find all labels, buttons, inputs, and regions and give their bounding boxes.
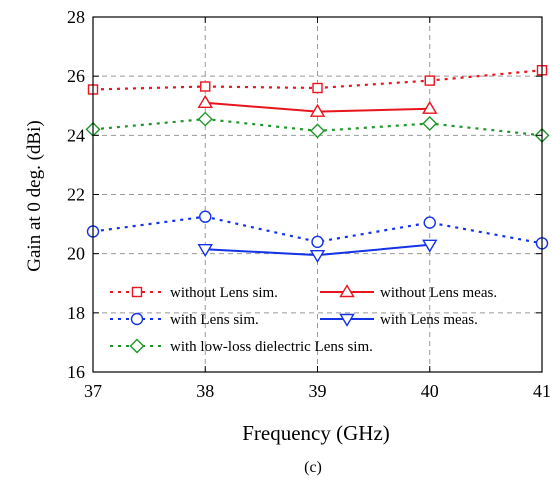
- x-tick-label: 41: [533, 381, 551, 401]
- y-tick-label: 22: [67, 185, 85, 205]
- square-marker: [424, 75, 435, 86]
- legend: without Lens sim. without Lens meas. with …: [110, 284, 497, 355]
- series-3: [86, 210, 549, 250]
- square-marker: [200, 81, 211, 92]
- series-layer: [85, 65, 550, 264]
- diamond-marker: [129, 338, 145, 354]
- square-marker: [312, 82, 323, 94]
- x-tick-label: 37: [84, 381, 102, 401]
- y-tick-label: 28: [67, 7, 85, 27]
- series-2: [197, 94, 438, 117]
- y-tick-label: 16: [67, 362, 85, 382]
- triangle-down-marker: [197, 244, 213, 258]
- y-axis-label: Gain at 0 deg. (dBi): [24, 120, 45, 271]
- triangle-up-marker: [422, 100, 438, 114]
- triangle-down-marker: [309, 249, 326, 264]
- legend-entry: with Lens sim.: [110, 312, 259, 328]
- y-tick-label: 26: [67, 66, 85, 86]
- triangle-down-marker: [339, 313, 355, 327]
- series-4: [197, 239, 438, 264]
- triangle-up-marker: [339, 284, 355, 298]
- diamond-marker: [310, 123, 325, 139]
- figure-caption: (c): [304, 459, 322, 476]
- legend-label: with Lens meas.: [380, 312, 478, 328]
- y-tick-label: 20: [67, 244, 85, 264]
- circle-marker: [423, 216, 436, 229]
- triangle-up-marker: [197, 94, 213, 108]
- circle-marker: [311, 235, 324, 249]
- x-axis-label: Frequency (GHz): [242, 421, 390, 445]
- square-marker: [131, 286, 143, 298]
- x-tick-label: 40: [421, 381, 439, 401]
- y-tick-label: 24: [67, 125, 85, 145]
- legend-entry: with low-loss dielectric Lens sim.: [110, 338, 373, 355]
- axis-ticks: 37 38 39 40 41 16 18 20 22 24 26 28: [67, 7, 551, 401]
- legend-label: with low-loss dielectric Lens sim.: [170, 339, 373, 355]
- circle-marker: [199, 210, 212, 223]
- triangle-down-marker: [422, 239, 438, 253]
- legend-label: without Lens meas.: [380, 285, 497, 301]
- diamond-marker: [197, 111, 213, 127]
- legend-label: without Lens sim.: [170, 285, 278, 301]
- legend-label: with Lens sim.: [170, 312, 259, 328]
- circle-marker: [130, 312, 144, 326]
- grid-lines: [93, 17, 542, 372]
- legend-entry: without Lens sim.: [110, 285, 278, 301]
- series-1: [87, 65, 548, 95]
- triangle-up-marker: [309, 103, 326, 117]
- diamond-marker: [422, 116, 438, 131]
- x-tick-label: 38: [196, 381, 214, 401]
- y-tick-label: 18: [67, 303, 85, 323]
- x-tick-label: 39: [309, 381, 327, 401]
- legend-entry: without Lens meas.: [320, 284, 497, 301]
- legend-entry: with Lens meas.: [320, 312, 478, 328]
- series-5: [85, 111, 550, 143]
